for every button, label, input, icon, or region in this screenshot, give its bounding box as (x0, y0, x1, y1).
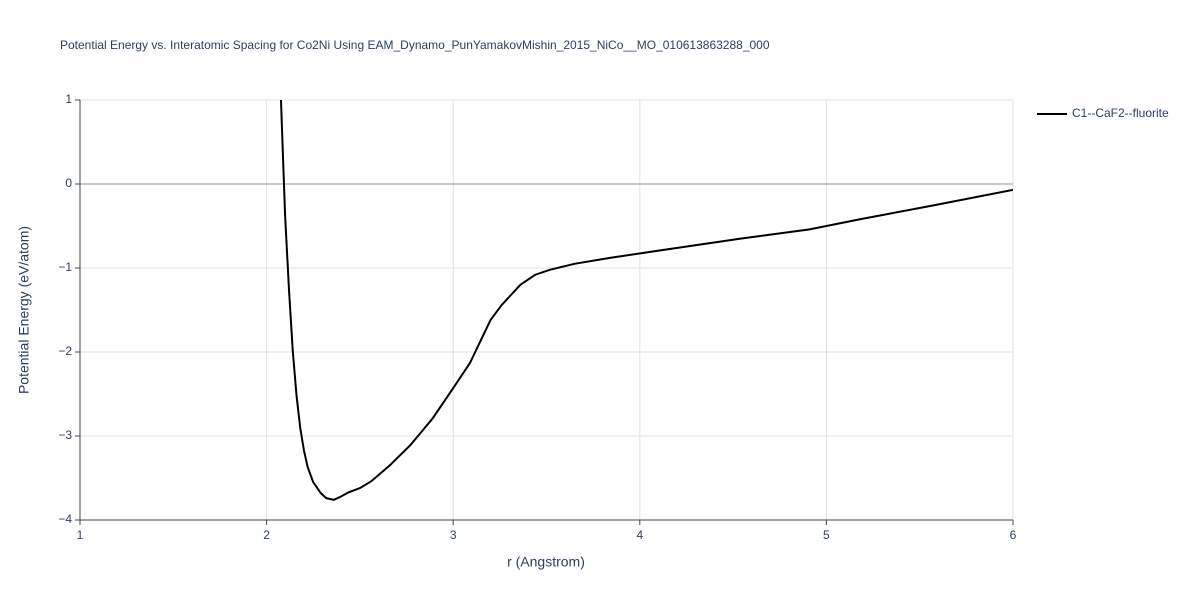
y-tick-label: 0 (65, 176, 72, 190)
x-tick-label: 6 (1010, 528, 1017, 542)
y-tick-label: −4 (58, 512, 72, 526)
x-tick-label: 3 (450, 528, 457, 542)
x-tick-label: 1 (77, 528, 84, 542)
y-tick-label: −1 (58, 260, 72, 274)
x-axis-label: r (Angstrom) (507, 554, 585, 570)
y-axis-label: Potential Energy (eV/atom) (16, 226, 32, 394)
x-tick-label: 4 (636, 528, 643, 542)
legend-label: C1--CaF2--fluorite (1072, 106, 1169, 120)
y-tick-label: −2 (58, 344, 72, 358)
plot-area (279, 100, 1013, 501)
y-tick-label: −3 (58, 428, 72, 442)
y-tick-label: 1 (65, 92, 72, 106)
chart-title: Potential Energy vs. Interatomic Spacing… (60, 38, 770, 52)
line (279, 100, 1013, 501)
x-tick-label: 2 (263, 528, 270, 542)
x-tick-label: 5 (823, 528, 830, 542)
